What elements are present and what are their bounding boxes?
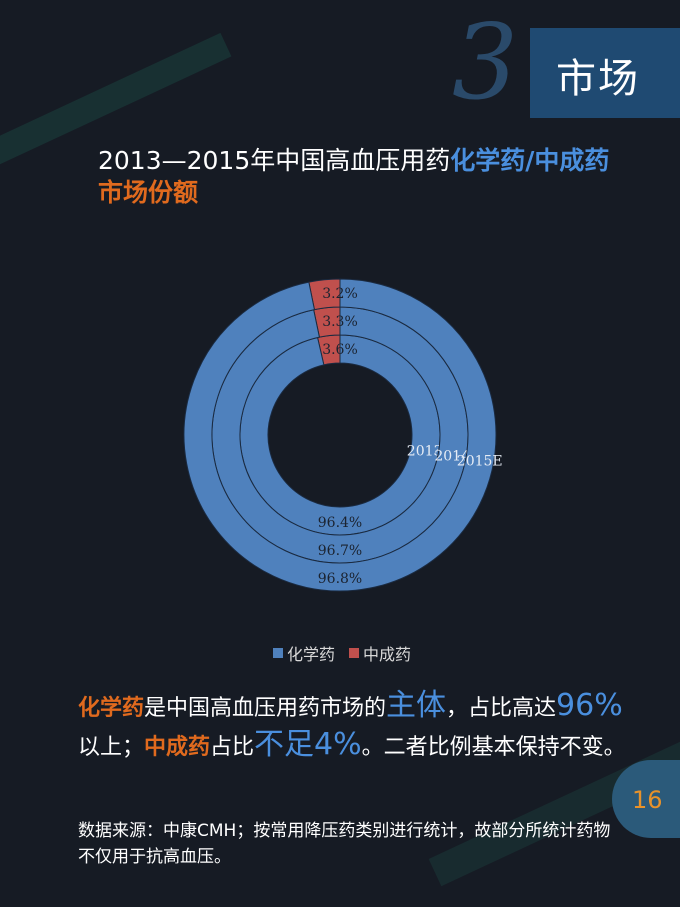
label-2015E-chemical: 96.8% (318, 571, 362, 587)
section-number: 3 (452, 1, 519, 123)
slice-2013-chemical (239, 334, 441, 536)
summary-96: 96% (556, 688, 623, 723)
label-2014-tcm: 3.3% (322, 314, 358, 330)
summary-s4: ，占比高达 (446, 696, 557, 721)
title-part2: 化学药/中成药 (450, 146, 610, 175)
summary-main: 主体 (386, 688, 447, 723)
data-source: 数据来源：中康CMH；按常用降压药类别进行统计，故部分所统计药物不仅用于抗高血压… (78, 821, 611, 867)
legend-item-chemical: 化学药 (273, 641, 335, 665)
label-2015E-tcm: 3.2% (322, 286, 358, 302)
label-2013-tcm: 3.6% (322, 342, 358, 358)
label-2014-chemical: 96.7% (318, 543, 362, 559)
ring-label-2013: 2013 (407, 443, 443, 459)
chart-title: 2013—2015年中国高血压用药化学药/中成药 市场份额 (98, 145, 609, 209)
summary-s10: 。二者比例基本保持不变。 (361, 735, 626, 760)
legend-item-tcm: 中成药 (349, 641, 411, 665)
legend-swatch-tcm (349, 648, 360, 658)
summary-s2: 是中国高血压用药市场的 (144, 696, 387, 721)
summary-tcm: 中成药 (144, 735, 211, 760)
summary-chemical: 化学药 (78, 696, 145, 721)
summary-less4: 不足4% (254, 727, 362, 762)
page-number: 16 (632, 786, 663, 814)
page-number-box (612, 760, 680, 838)
summary-s8: 占比 (210, 735, 255, 760)
title-part3: 市场份额 (98, 178, 199, 207)
summary-text: 化学药是中国高血压用药市场的主体，占比高达96% 以上；中成药占比不足4%。二者比… (78, 688, 638, 766)
summary-s6: 以上； (78, 735, 145, 760)
slice-2015E-chemical (183, 278, 497, 592)
ring-label-2015E: 2015E (457, 453, 503, 469)
chart-legend: 化学药 中成药 (273, 641, 411, 665)
label-2013-chemical: 96.4% (318, 515, 362, 531)
title-part1: 2013—2015年中国高血压用药 (98, 146, 451, 175)
legend-label-tcm: 中成药 (363, 645, 412, 664)
ring-label-2014: 2014 (434, 448, 470, 464)
legend-label-chemical: 化学药 (287, 645, 336, 664)
section-title: 市场 (556, 56, 640, 102)
section-box (530, 28, 680, 118)
donut-chart: 3.6% 96.4% 2013 3.3% 96.7% 2014 3.2% 96.8% 2015E (183, 278, 503, 592)
legend-swatch-chemical (273, 648, 283, 658)
